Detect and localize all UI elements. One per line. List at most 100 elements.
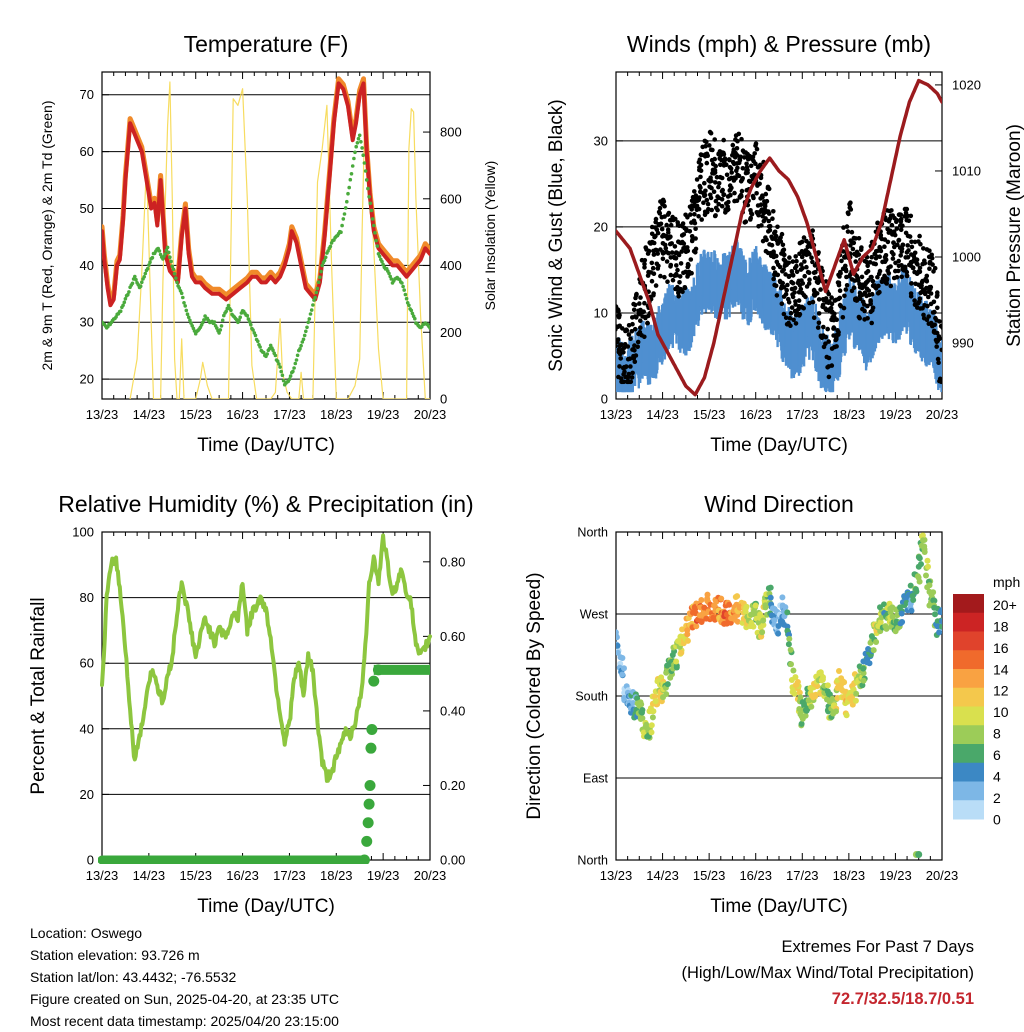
colorbar-label: 20+ xyxy=(993,597,1017,613)
dewpoint-point xyxy=(299,343,303,348)
dewpoint-point xyxy=(428,326,430,330)
dewpoint-point xyxy=(311,303,315,307)
direction-point xyxy=(678,649,685,656)
gust-point xyxy=(771,276,776,282)
gust-point xyxy=(922,291,928,297)
gust-point xyxy=(816,320,822,326)
dewpoint-point xyxy=(142,275,146,279)
series-gust xyxy=(616,129,942,385)
gust-point xyxy=(790,273,796,278)
gust-point xyxy=(684,227,689,232)
gust-point xyxy=(666,250,671,256)
gust-point xyxy=(771,209,776,214)
dewpoint-point xyxy=(368,201,373,206)
y-tick-label: South xyxy=(575,690,608,704)
gust-point xyxy=(693,236,698,241)
gust-point xyxy=(846,211,851,217)
gust-point xyxy=(821,324,826,330)
gust-point xyxy=(642,265,647,270)
gust-point xyxy=(637,301,642,306)
dewpoint-point xyxy=(147,263,151,267)
latlon-text: Station lat/lon: 43.4432; -76.5532 xyxy=(30,969,237,985)
direction-point xyxy=(940,623,942,630)
direction-point xyxy=(679,626,686,633)
x-tick-label: 20/23 xyxy=(926,868,959,883)
gust-point xyxy=(780,242,786,248)
gust-point xyxy=(786,300,792,305)
direction-point xyxy=(889,613,896,620)
direction-point xyxy=(727,619,734,626)
gust-point xyxy=(926,314,931,319)
gust-point xyxy=(831,326,836,331)
y-tick-label: 30 xyxy=(80,315,94,330)
colorbar-label: 18 xyxy=(993,618,1009,634)
precip-point xyxy=(363,798,375,810)
humidity-series xyxy=(98,533,432,864)
y-axis-label: Sonic Wind & Gust (Blue, Black) xyxy=(546,99,567,371)
gust-point xyxy=(736,131,742,137)
precip-point xyxy=(364,779,376,791)
gust-point xyxy=(658,273,663,279)
gust-point xyxy=(832,311,837,317)
direction-point xyxy=(899,619,906,625)
dewpoint-point xyxy=(359,140,363,144)
gust-point xyxy=(649,231,655,237)
gust-point xyxy=(727,188,732,193)
gust-point xyxy=(802,259,807,264)
gust-point xyxy=(800,265,805,271)
direction-point xyxy=(824,682,831,689)
gust-point xyxy=(650,265,656,271)
gust-point xyxy=(632,348,637,353)
gust-point xyxy=(898,212,904,218)
winds-pressure-panel: 13/23 14/23 15/23 16/23 17/23 18/23 19/23 20/23… xyxy=(546,31,1024,456)
gust-point xyxy=(865,263,870,269)
gust-point xyxy=(914,257,920,263)
dewpoint-point xyxy=(349,172,354,176)
x-tick-label: 15/23 xyxy=(693,407,726,422)
dewpoint-point xyxy=(370,217,375,221)
dewpoint-point xyxy=(157,249,162,253)
gust-point xyxy=(682,285,688,291)
gust-point xyxy=(936,360,941,366)
gust-point xyxy=(733,176,738,181)
gust-point xyxy=(851,285,857,291)
x-tick-label: 17/23 xyxy=(786,407,819,422)
direction-point xyxy=(639,707,646,713)
gust-point xyxy=(751,195,756,201)
dewpoint-point xyxy=(302,333,307,338)
gust-point xyxy=(634,291,639,297)
gust-point xyxy=(712,170,718,175)
station-info: Location: Oswego Station elevation: 93.7… xyxy=(30,922,339,1032)
dewpoint-point xyxy=(363,169,368,173)
dewpoint-point xyxy=(177,286,182,290)
dewpoint-point xyxy=(143,271,148,276)
gust-point xyxy=(628,336,633,342)
dewpoint-point xyxy=(347,185,352,190)
gust-point xyxy=(678,261,684,266)
gust-point xyxy=(780,280,785,286)
gust-point xyxy=(834,317,839,323)
dewpoint-point xyxy=(226,303,231,308)
direction-point xyxy=(802,712,809,719)
gust-point xyxy=(749,210,754,216)
created-text: Figure created on Sun, 2025-04-20, at 23… xyxy=(30,991,339,1007)
gust-point xyxy=(616,343,618,349)
gust-point xyxy=(794,269,800,275)
gust-point xyxy=(626,371,632,377)
gust-point xyxy=(734,146,740,151)
gust-point xyxy=(727,157,732,163)
gust-point xyxy=(931,299,937,305)
x-tick-label: 16/23 xyxy=(739,868,772,883)
dewpoint-point xyxy=(148,260,152,265)
gust-point xyxy=(888,283,894,289)
dewpoint-point xyxy=(172,272,177,276)
gust-point xyxy=(633,353,639,358)
gust-point xyxy=(891,252,896,257)
gust-point xyxy=(910,265,916,271)
gust-point xyxy=(707,143,712,148)
gust-point xyxy=(764,198,770,204)
gust-point xyxy=(894,226,900,231)
dewpoint-point xyxy=(251,328,255,332)
x-axis-label: Time (Day/UTC) xyxy=(710,896,848,917)
plot-frame xyxy=(101,531,431,861)
